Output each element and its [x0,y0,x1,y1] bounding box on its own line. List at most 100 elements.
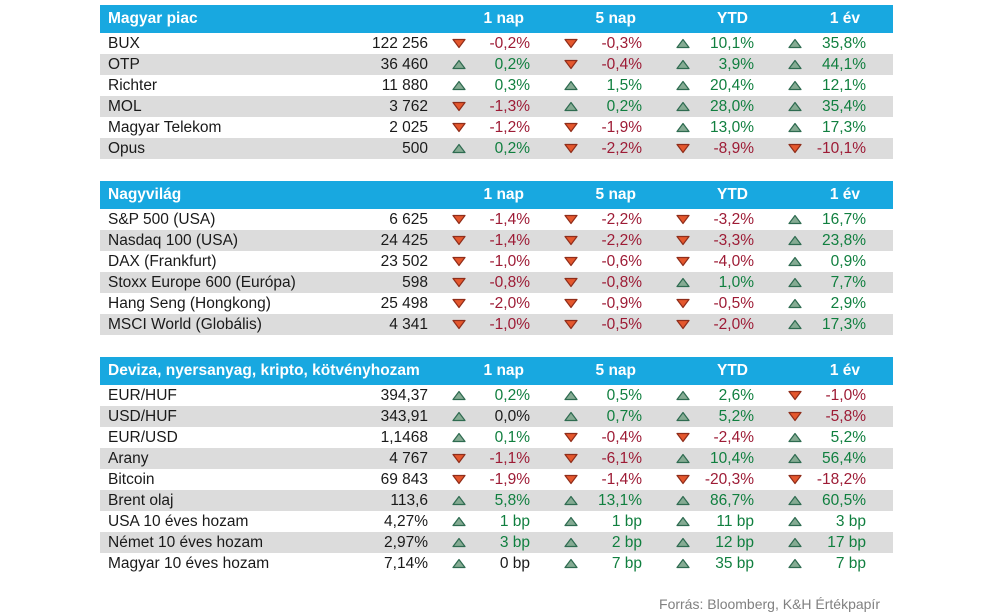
change-cell: 2,9% [764,295,876,313]
change-value: 5,8% [494,491,530,509]
down-triangle-icon [452,453,466,464]
change-cell: 1,0% [652,274,764,292]
change-cell: 60,5% [764,492,876,510]
down-triangle-icon [676,432,690,443]
down-triangle-icon [452,235,466,246]
change-cell: -6,1% [540,450,652,468]
change-cell: -0,5% [652,295,764,313]
change-cell: 0,2% [428,140,540,158]
up-triangle-icon [564,537,578,548]
down-triangle-icon [452,101,466,112]
up-triangle-icon [564,411,578,422]
change-cell: 16,7% [764,211,876,229]
down-triangle-icon [564,453,578,464]
up-triangle-icon [452,80,466,91]
change-cell: 0,7% [540,408,652,426]
up-triangle-icon [452,411,466,422]
up-triangle-icon [452,495,466,506]
change-value: 17,3% [822,315,866,333]
change-cell: 2,6% [652,387,764,405]
down-triangle-icon [676,474,690,485]
change-cell: 17 bp [764,534,876,552]
change-value: -1,0% [489,315,531,333]
column-header: YTD [717,10,748,27]
change-cell: 20,4% [652,77,764,95]
change-value: 0,2% [494,139,530,157]
down-triangle-icon [452,38,466,49]
change-value: 1,0% [718,273,754,291]
up-triangle-icon [788,122,802,133]
change-cell: 0,0% [428,408,540,426]
up-triangle-icon [564,516,578,527]
change-value: 56,4% [822,449,866,467]
table-row: OTP 36 460 0,2% -0,4% 3,9% 44,1% [100,54,893,75]
change-value: -2,2% [601,139,643,157]
instrument-name: Német 10 éves hozam [108,533,264,551]
instrument-value: 4,27% [384,512,428,530]
table-row: Hang Seng (Hongkong) 25 498 -2,0% -0,9% -0,5… [100,293,893,314]
down-triangle-icon [452,122,466,133]
table-row: Richter 11 880 0,3% 1,5% 20,4% 12,1% [100,75,893,96]
instrument-value: 343,91 [380,407,428,425]
instrument-name: Bitcoin [108,470,155,488]
instrument-value: 500 [402,139,428,157]
section-title: Magyar piac [108,10,198,27]
change-value: -20,3% [704,470,754,488]
instrument-name: MSCI World (Globális) [108,315,262,333]
table-header-row: Deviza, nyersanyag, kripto, kötvényhozam… [100,357,893,385]
change-value: 44,1% [822,55,866,73]
column-header: 1 nap [483,186,524,203]
change-value: 60,5% [822,491,866,509]
change-cell: -0,8% [540,274,652,292]
down-triangle-icon [676,319,690,330]
change-cell: -0,4% [540,56,652,74]
instrument-name: Magyar 10 éves hozam [108,554,270,572]
table-row: EUR/HUF 394,37 0,2% 0,5% 2,6% -1,0% [100,385,893,406]
instrument-name: Nasdaq 100 (USA) [108,231,239,249]
down-triangle-icon [564,277,578,288]
change-value: 20,4% [710,76,754,94]
change-cell: 12 bp [652,534,764,552]
change-cell: 0,2% [428,56,540,74]
change-value: -3,2% [713,210,755,228]
change-cell: -2,2% [540,211,652,229]
change-value: -1,3% [489,97,531,115]
change-cell: 86,7% [652,492,764,510]
change-cell: 11 bp [652,513,764,531]
instrument-value: 3 762 [389,97,428,115]
change-value: 0,0% [494,407,530,425]
change-cell: 1,5% [540,77,652,95]
change-cell: -2,4% [652,429,764,447]
up-triangle-icon [452,432,466,443]
change-value: -1,0% [825,386,867,404]
change-cell: -1,0% [428,253,540,271]
change-value: 5,2% [718,407,754,425]
change-value: 0,5% [606,386,642,404]
change-cell: 3,9% [652,56,764,74]
change-value: -2,2% [601,231,643,249]
change-value: 28,0% [710,97,754,115]
table-row: Nasdaq 100 (USA) 24 425 -1,4% -2,2% -3,3% 23,… [100,230,893,251]
instrument-name: USA 10 éves hozam [108,512,249,530]
up-triangle-icon [676,495,690,506]
change-cell: -1,2% [428,119,540,137]
up-triangle-icon [676,122,690,133]
instrument-value: 36 460 [380,55,428,73]
change-cell: 0,9% [764,253,876,271]
down-triangle-icon [788,474,802,485]
change-value: -0,6% [601,252,643,270]
down-triangle-icon [564,235,578,246]
up-triangle-icon [564,101,578,112]
up-triangle-icon [676,558,690,569]
change-cell: -20,3% [652,471,764,489]
instrument-value: 113,6 [390,491,428,509]
down-triangle-icon [788,143,802,154]
instrument-name: USD/HUF [108,407,177,425]
change-cell: -4,0% [652,253,764,271]
up-triangle-icon [788,256,802,267]
change-value: 17,3% [822,118,866,136]
down-triangle-icon [564,298,578,309]
instrument-value: 25 498 [380,294,428,312]
column-header: YTD [717,362,748,379]
column-header: 1 év [829,186,860,203]
